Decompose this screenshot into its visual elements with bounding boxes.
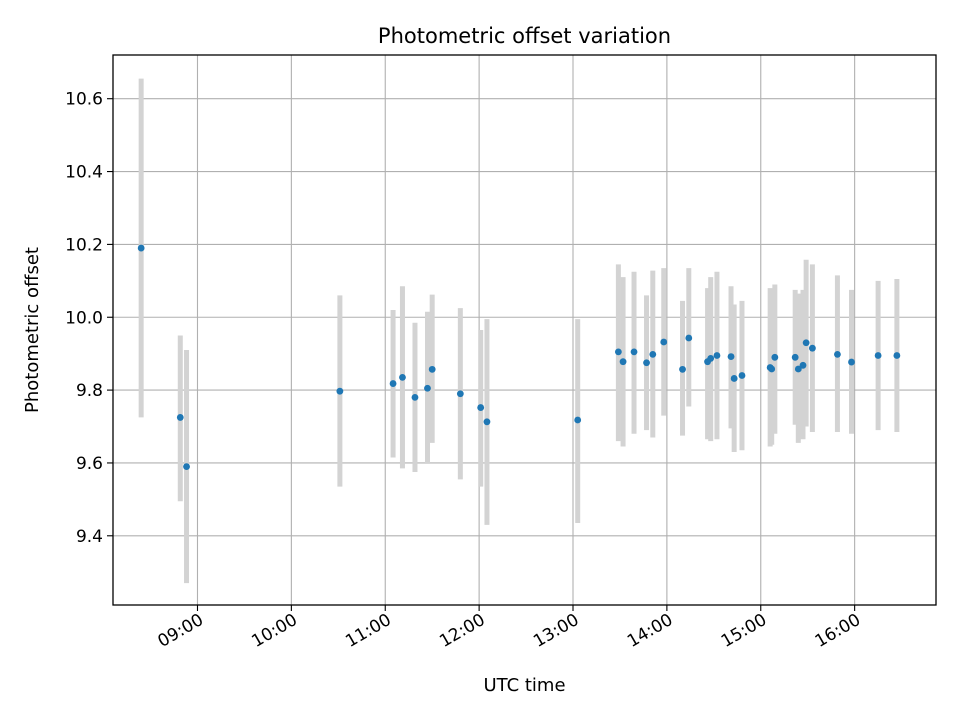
data-point [389,380,397,387]
y-tick-label: 9.8 [76,381,103,401]
data-point [483,418,491,426]
data-point [791,353,799,361]
data-point [649,351,657,358]
data-point [707,355,715,362]
data-point [424,384,431,392]
data-point [802,339,810,347]
data-point [893,352,901,359]
point-layer [137,244,901,470]
data-point [771,353,779,361]
data-point [848,358,855,366]
data-point [619,358,627,366]
data-point [183,463,190,470]
data-point [730,375,738,382]
data-point [614,348,622,356]
data-point [768,365,776,373]
y-tick-label: 9.6 [76,454,103,474]
data-point [574,416,582,424]
data-point [176,414,184,421]
chart-title: Photometric offset variation [378,24,671,48]
data-point [336,387,344,395]
data-point [738,372,746,379]
y-tick-label: 10.0 [65,308,103,328]
data-point [660,338,668,346]
data-point [456,390,464,398]
data-point [399,373,406,381]
data-point [874,352,882,359]
data-point [799,361,807,369]
data-point [630,348,638,356]
data-point [477,404,485,411]
data-point [428,365,436,373]
data-point [713,352,721,359]
data-point [808,344,816,352]
data-point [834,351,841,358]
data-point [411,393,419,401]
data-point [794,365,802,373]
y-axis-title: Photometric offset [22,247,43,413]
data-point [727,353,735,360]
data-point [685,334,693,342]
plot-frame [112,54,937,606]
data-point [137,244,145,252]
y-tick-label: 9.4 [76,527,103,547]
y-tick-label: 10.4 [65,163,103,183]
x-axis-title: UTC time [483,675,565,696]
data-point [643,359,650,367]
y-tick-label: 10.6 [65,90,103,110]
data-point [679,365,686,373]
y-tick-label: 10.2 [65,235,103,255]
